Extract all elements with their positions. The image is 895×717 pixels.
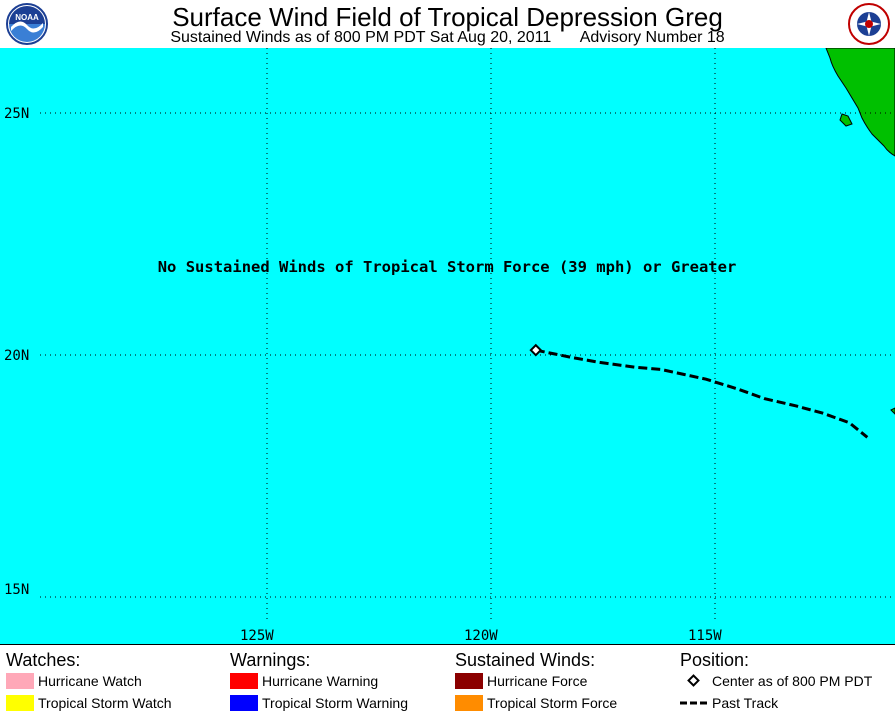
label-past-track: Past Track: [712, 695, 779, 711]
label-tropical-storm-watch: Tropical Storm Watch: [38, 695, 172, 711]
socorro-island-land: [890, 407, 895, 415]
nws-logo-icon: [848, 3, 890, 45]
legend-position-heading: Position:: [680, 650, 750, 670]
label-hurricane-warning: Hurricane Warning: [262, 673, 379, 689]
label-tropical-storm-warning: Tropical Storm Warning: [262, 695, 409, 711]
legend: Watches: Hurricane Watch Tropical Storm …: [0, 644, 895, 717]
swatch-tropical-storm-warning: [230, 695, 258, 711]
legend-warnings-heading: Warnings:: [230, 650, 311, 670]
island-land: [839, 113, 853, 127]
label-center: Center as of 800 PM PDT: [712, 673, 873, 689]
lon-label-125w: 125W: [240, 628, 274, 644]
swatch-tropical-storm-watch: [6, 695, 34, 711]
wind-field-map: No Sustained Winds of Tropical Storm For…: [0, 48, 895, 644]
swatch-hurricane-force: [455, 673, 483, 689]
label-hurricane-force: Hurricane Force: [487, 673, 588, 689]
past-track-dash-icon: [680, 701, 710, 705]
lat-label-15n: 15N: [4, 582, 29, 598]
lon-label-115w: 115W: [688, 628, 722, 644]
swatch-tropical-storm-force: [455, 695, 483, 711]
map-subtitle: Sustained Winds as of 800 PM PDT Sat Aug…: [0, 29, 895, 47]
noaa-logo-icon: NOAA: [6, 3, 48, 45]
label-tropical-storm-force: Tropical Storm Force: [487, 695, 618, 711]
no-winds-message: No Sustained Winds of Tropical Storm For…: [158, 258, 737, 276]
ocean-area: [0, 48, 895, 644]
storm-center-marker: [529, 343, 543, 357]
subtitle-advisory: Advisory Number 18: [579, 29, 725, 46]
baja-california-land: [825, 48, 895, 157]
swatch-hurricane-watch: [6, 673, 34, 689]
subtitle-time: Sustained Winds as of 800 PM PDT Sat Aug…: [170, 29, 552, 46]
past-track-line: [535, 348, 869, 439]
noaa-logo-text: NOAA: [15, 13, 39, 22]
legend-winds-heading: Sustained Winds:: [455, 650, 596, 670]
center-diamond-icon: [687, 674, 700, 687]
lat-label-20n: 20N: [4, 348, 29, 364]
label-hurricane-watch: Hurricane Watch: [38, 673, 142, 689]
map-title: Surface Wind Field of Tropical Depressio…: [172, 2, 723, 32]
legend-watches-heading: Watches:: [6, 650, 81, 670]
lat-label-25n: 25N: [4, 106, 29, 122]
past-track-polyline: [535, 348, 869, 439]
header: NOAA Surface Wind Field of Tropical Depr…: [0, 0, 895, 48]
lat-lon-grid: [40, 48, 895, 622]
lon-label-120w: 120W: [464, 628, 498, 644]
swatch-hurricane-warning: [230, 673, 258, 689]
